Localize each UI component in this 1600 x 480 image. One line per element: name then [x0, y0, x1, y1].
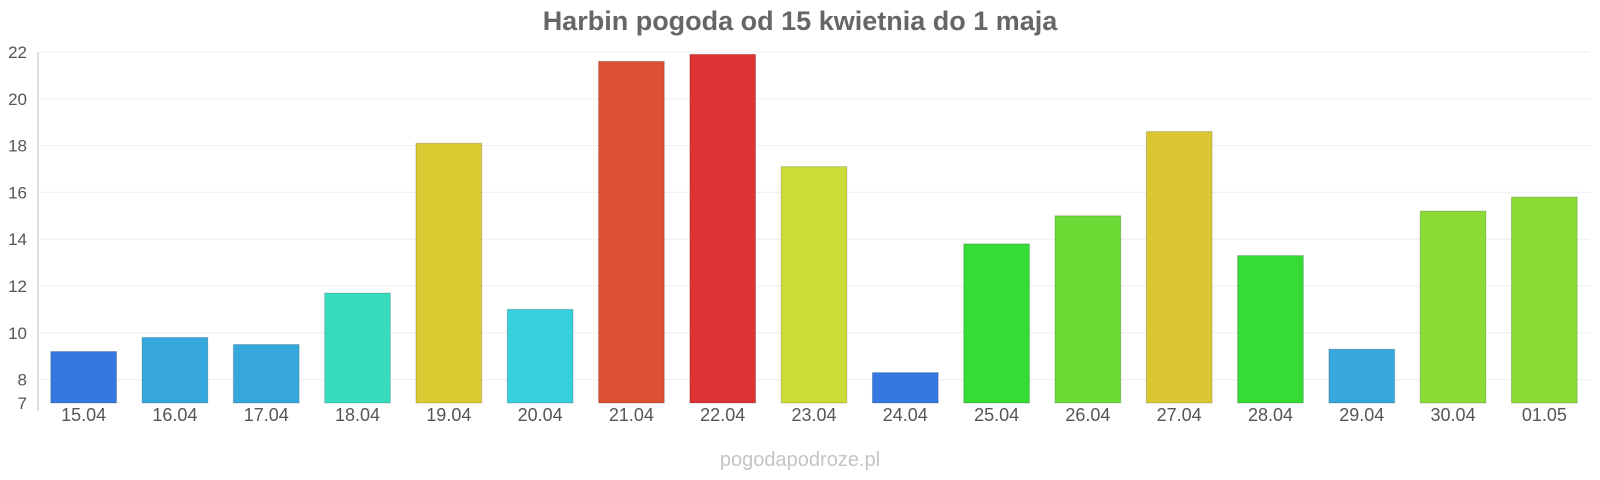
x-tick-label: 18.04	[335, 405, 380, 425]
bar-19.04	[415, 142, 483, 404]
x-tick-label: 01.05	[1522, 405, 1567, 425]
bar-20.04	[506, 308, 574, 404]
watermark: pogodapodroze.pl	[719, 449, 881, 471]
y-tick-label: 16	[8, 183, 27, 202]
bar-01.05	[1510, 196, 1578, 404]
y-tick-label: 18	[8, 137, 27, 156]
y-tick-label: 8	[18, 371, 27, 390]
x-tick-label: 21.04	[609, 405, 654, 425]
bars	[50, 53, 1578, 404]
x-tick-label: 15.04	[61, 405, 106, 425]
x-tick-label: 16.04	[152, 405, 197, 425]
x-tick-label: 17.04	[244, 405, 289, 425]
chart-title: Harbin pogoda od 15 kwietnia do 1 maja	[542, 6, 1058, 36]
y-tick-label: 22	[8, 43, 27, 62]
bar-24.04	[871, 372, 939, 404]
x-tick-label: 27.04	[1157, 405, 1202, 425]
y-tick-label: 10	[8, 324, 27, 343]
bar-16.04	[141, 336, 209, 404]
y-tick-label: 12	[8, 277, 27, 296]
x-tick-label: 28.04	[1248, 405, 1293, 425]
y-tick-label: 14	[8, 230, 27, 249]
bar-21.04	[598, 60, 665, 404]
bar-26.04	[1054, 215, 1122, 404]
bar-30.04	[1419, 210, 1487, 404]
bar-15.04	[50, 351, 118, 404]
x-tick-label: 26.04	[1065, 405, 1110, 425]
bar-28.04	[1237, 255, 1304, 404]
x-tick-label: 20.04	[518, 405, 563, 425]
x-tick-label: 23.04	[791, 405, 836, 425]
bar-25.04	[963, 243, 1030, 404]
x-tick-label: 25.04	[974, 405, 1019, 425]
bar-27.04	[1145, 131, 1213, 404]
x-tick-label: 30.04	[1431, 405, 1476, 425]
x-tick-label: 24.04	[883, 405, 928, 425]
y-tick-label: 20	[8, 90, 27, 109]
x-tick-label: 29.04	[1339, 405, 1384, 425]
bar-17.04	[232, 344, 300, 404]
x-tick-label: 19.04	[426, 405, 471, 425]
bar-29.04	[1328, 348, 1396, 404]
bar-22.04	[689, 53, 757, 404]
bar-23.04	[780, 166, 848, 404]
bar-18.04	[324, 292, 391, 404]
y-axis: 7 8 10 12 14 16 18 20 22	[8, 43, 39, 413]
y-tick-label: 7	[18, 394, 27, 413]
x-tick-label: 22.04	[700, 405, 745, 425]
x-axis-labels: 15.04 16.04 17.04 18.04 19.04 20.04 21.04 22.04…	[61, 405, 1567, 425]
